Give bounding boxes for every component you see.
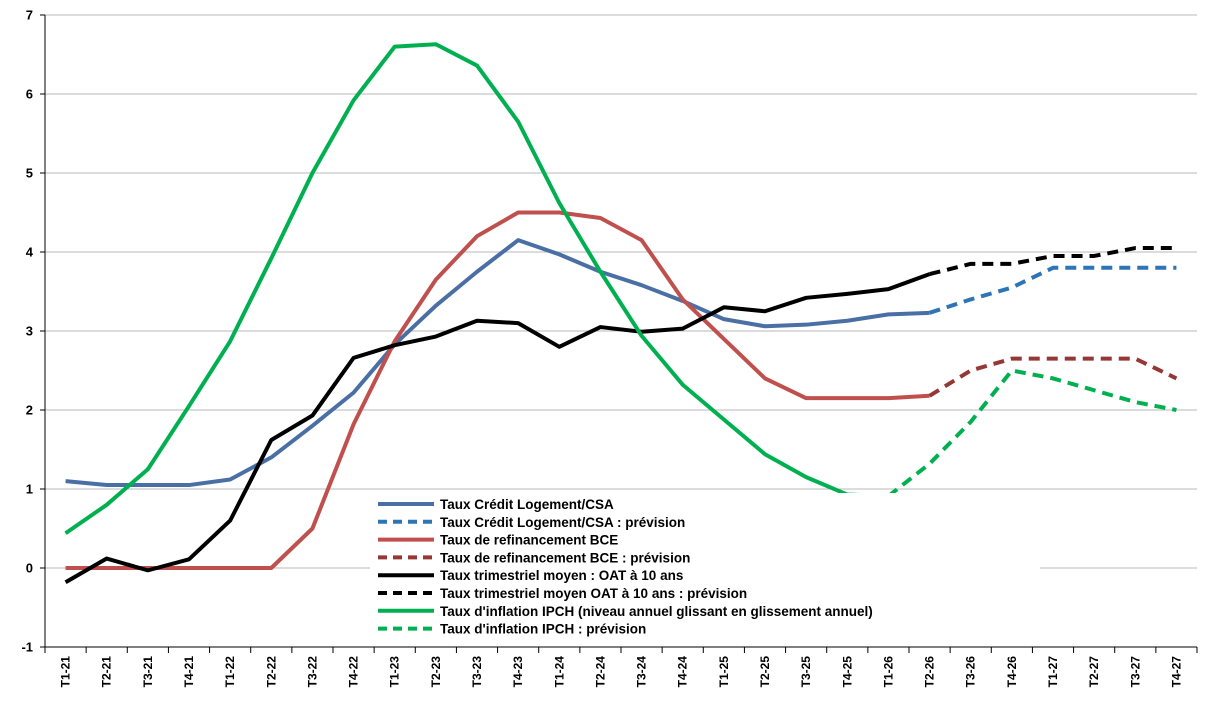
y-tick-label: -1 — [21, 640, 33, 655]
x-tick-label: T1-23 — [388, 656, 402, 688]
legend-label: Taux Crédit Logement/CSA : prévision — [440, 515, 685, 530]
x-tick-label: T3-24 — [635, 656, 649, 688]
legend-background — [370, 493, 1040, 646]
y-tick-label: 0 — [26, 561, 33, 576]
x-tick-label: T4-23 — [511, 656, 525, 688]
y-axis-ticks: -1 0 1 2 3 4 5 6 7 — [21, 8, 45, 655]
x-tick-label: T1-25 — [717, 656, 731, 688]
x-tick-label: T2-27 — [1087, 656, 1101, 688]
series-line-4 — [64, 272, 931, 584]
legend-label: Taux Crédit Logement/CSA — [440, 497, 614, 512]
y-tick-label: 5 — [26, 166, 33, 181]
x-tick-label: T3-27 — [1128, 656, 1142, 688]
legend-label: Taux de refinancement BCE : prévision — [440, 550, 690, 565]
x-tick-label: T2-21 — [100, 656, 114, 688]
x-tick-label: T1-21 — [59, 656, 73, 688]
series-line-3 — [928, 356, 1178, 398]
x-tick-label: T2-23 — [429, 656, 443, 688]
x-tick-label: T4-22 — [347, 656, 361, 688]
series-lines — [64, 42, 1178, 584]
x-tick-label: T4-21 — [182, 656, 196, 688]
x-tick-label: T3-21 — [141, 656, 155, 688]
series-line-5 — [929, 246, 1177, 277]
x-tick-label: T4-27 — [1169, 656, 1183, 688]
series-line-7 — [887, 368, 1177, 498]
x-axis-ticks: T1-21 T2-21 T3-21 T4-21 T1-22 T2-22 T3-22 T4-22… — [44, 647, 1198, 688]
x-tick-label: T2-25 — [758, 656, 772, 688]
x-tick-label: T3-25 — [799, 656, 813, 688]
y-tick-label: 3 — [26, 324, 33, 339]
legend: Taux Crédit Logement/CSA Taux Crédit Loge… — [370, 493, 1040, 646]
legend-label: Taux d'inflation IPCH (niveau annuel gli… — [440, 604, 873, 619]
x-tick-label: T1-22 — [223, 656, 237, 688]
x-tick-label: T3-23 — [470, 656, 484, 688]
legend-label: Taux trimestriel moyen : OAT à 10 ans — [440, 568, 683, 583]
series-line-0 — [65, 238, 930, 488]
x-tick-label: T2-26 — [923, 656, 937, 688]
x-tick-label: T4-26 — [1005, 656, 1019, 688]
y-tick-label: 6 — [26, 87, 33, 102]
series-line-6 — [64, 42, 889, 535]
legend-label: Taux d'inflation IPCH : prévision — [440, 622, 646, 637]
series-line-2 — [65, 210, 930, 570]
x-tick-label: T2-22 — [264, 656, 278, 688]
x-tick-label: T1-24 — [552, 656, 566, 688]
series-line-1 — [928, 265, 1177, 315]
x-tick-label: T4-24 — [676, 656, 690, 688]
x-tick-label: T2-24 — [593, 656, 607, 688]
x-tick-label: T3-22 — [305, 656, 319, 688]
legend-label: Taux de refinancement BCE — [440, 533, 618, 548]
x-tick-label: T1-26 — [881, 656, 895, 688]
y-tick-label: 7 — [26, 8, 33, 23]
x-tick-label: T1-27 — [1046, 656, 1060, 688]
x-tick-label: T4-25 — [840, 656, 854, 688]
x-tick-label: T3-26 — [964, 656, 978, 688]
y-tick-label: 2 — [26, 403, 33, 418]
y-tick-label: 1 — [26, 482, 33, 497]
legend-label: Taux trimestriel moyen OAT à 10 ans : pr… — [440, 586, 747, 601]
y-tick-label: 4 — [26, 245, 34, 260]
